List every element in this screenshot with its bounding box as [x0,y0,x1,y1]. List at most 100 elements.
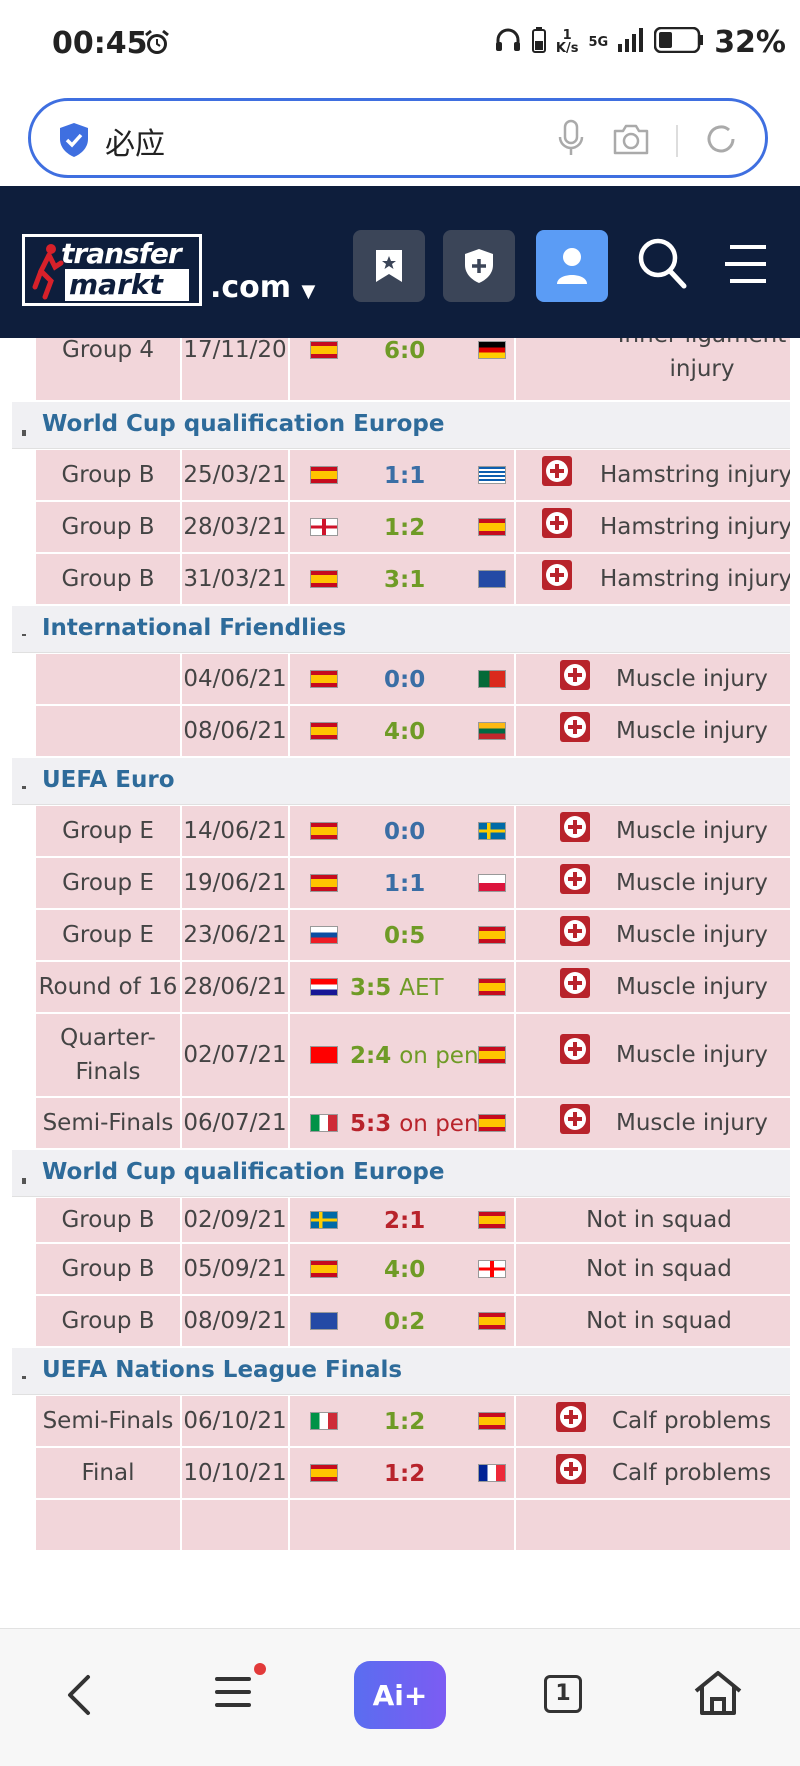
injury-cell: Calf problems [516,1448,790,1498]
competition-header: UEFA Euro [12,758,790,805]
camera-icon[interactable] [611,123,651,161]
round-cell: Semi-Finals [36,1396,180,1446]
score[interactable]: 5:3 on pens [350,1111,491,1137]
injury-text: Calf problems [612,1460,772,1486]
injury-text: Muscle injury [616,1110,768,1136]
table-row [12,1500,790,1550]
flag-icon [478,1260,506,1278]
round-cell: Group E [36,858,180,908]
score[interactable]: 0:0 [384,819,426,845]
flag-icon [310,1312,338,1330]
home-icon[interactable] [692,1669,744,1721]
score[interactable]: 4:0 [384,719,426,745]
search-query[interactable]: 必应 [105,127,165,162]
match-cell: 4:0 [290,1244,514,1294]
round-cell: Group B [36,554,180,604]
search-bar[interactable]: 必应 [28,98,768,178]
flag-icon [310,518,338,536]
refresh-icon[interactable] [703,121,739,161]
competition-name[interactable]: UEFA Euro [42,767,175,793]
bookmark-button[interactable] [353,230,425,302]
score[interactable]: 1:2 [384,515,426,541]
menu-icon[interactable] [214,1673,252,1715]
account-button[interactable] [536,230,608,302]
date-cell: 08/09/21 [182,1296,288,1346]
flag-icon [478,341,506,359]
score[interactable]: 2:4 on pens [350,1043,491,1069]
back-icon[interactable] [64,1673,94,1721]
table-row: Group B 31/03/21 3:1 Hamstring injury [12,554,790,604]
flag-icon [310,1046,338,1064]
table-row: Round of 16 28/06/21 3:5 AET Muscle inju… [12,962,790,1012]
table-row: Group E 23/06/21 0:5 Muscle injury [12,910,790,960]
injury-cell: Not in squad [516,1296,790,1346]
ai-assistant-button[interactable]: Ai+ [354,1661,446,1729]
score[interactable]: 1:1 [384,463,426,489]
battery-percentage: 32% [714,24,786,60]
score[interactable]: 1:1 [384,871,426,897]
injury-cell: Calf problems [516,1396,790,1446]
table-row: Group B 08/09/21 0:2 Not in squad [12,1296,790,1346]
match-cell: 1:2 [290,1396,514,1446]
caret-down-icon: ▼ [301,281,316,302]
flag-icon [478,1312,506,1330]
domain-selector[interactable]: .com ▼ [210,270,315,305]
match-cell: 2:4 on pens [290,1014,514,1096]
score[interactable]: 3:5 AET [350,975,444,1001]
flag-icon [478,466,506,484]
bullet-icon [22,1376,26,1379]
score[interactable]: 1:2 [384,1409,426,1435]
injury-cross-icon [560,864,590,894]
search-icon[interactable] [636,236,688,296]
browser-bottom-nav: Ai+ 1 [0,1628,800,1766]
microphone-icon[interactable] [556,119,586,163]
competition-name[interactable]: World Cup qualification Europe [42,411,445,437]
injury-cross-icon [542,560,572,590]
score[interactable]: 2:1 [384,1208,426,1234]
injury-cell: Muscle injury [516,1098,790,1148]
injury-cell: Muscle injury [516,1014,790,1096]
tabs-count-button[interactable]: 1 [544,1675,582,1713]
flag-icon [310,1412,338,1430]
phone-battery-icon [531,27,546,57]
round-cell [36,654,180,704]
bullet-icon [22,634,26,636]
table-row: 08/06/21 4:0 Muscle injury [12,706,790,756]
date-cell: 06/07/21 [182,1098,288,1148]
injury-history-table: Group 4 17/11/20 6:0 Inner ligament inju… [12,338,790,1628]
flag-icon [478,570,506,588]
score[interactable]: 1:2 [384,1461,426,1487]
table-row: Final 10/10/21 1:2 Calf problems [12,1448,790,1498]
score[interactable]: 0:2 [384,1309,426,1335]
competition-header: UEFA Nations League Finals [12,1348,790,1395]
flag-icon [478,926,506,944]
score[interactable]: 0:5 [384,923,426,949]
score[interactable]: 6:0 [384,338,426,364]
injury-text: Muscle injury [616,870,768,896]
flag-icon [310,926,338,944]
competition-name[interactable]: World Cup qualification Europe [42,1159,445,1185]
score[interactable]: 4:0 [384,1257,426,1283]
hamburger-menu-icon[interactable] [722,244,768,288]
flag-icon [478,1211,506,1229]
site-logo[interactable]: transfer markt [22,234,202,306]
date-cell [182,1500,288,1550]
date-cell: 02/07/21 [182,1014,288,1096]
divider [676,125,678,157]
round-cell: Group E [36,910,180,960]
competition-name[interactable]: UEFA Nations League Finals [42,1357,403,1383]
score[interactable]: 0:0 [384,667,426,693]
flag-icon [478,874,506,892]
score[interactable]: 3:1 [384,567,426,593]
match-cell: 0:0 [290,806,514,856]
table-row: Group E 19/06/21 1:1 Muscle injury [12,858,790,908]
status-bar: 00:45 1 K/s 5G 32% [0,0,800,90]
match-cell: 4:0 [290,706,514,756]
competition-name[interactable]: International Friendlies [42,615,347,641]
match-cell: 0:5 [290,910,514,960]
injury-text: Muscle injury [616,718,768,744]
signal-icon [618,28,644,56]
shield-plus-button[interactable] [443,230,515,302]
match-cell: 1:1 [290,450,514,500]
injury-text: Hamstring injury [600,462,790,488]
